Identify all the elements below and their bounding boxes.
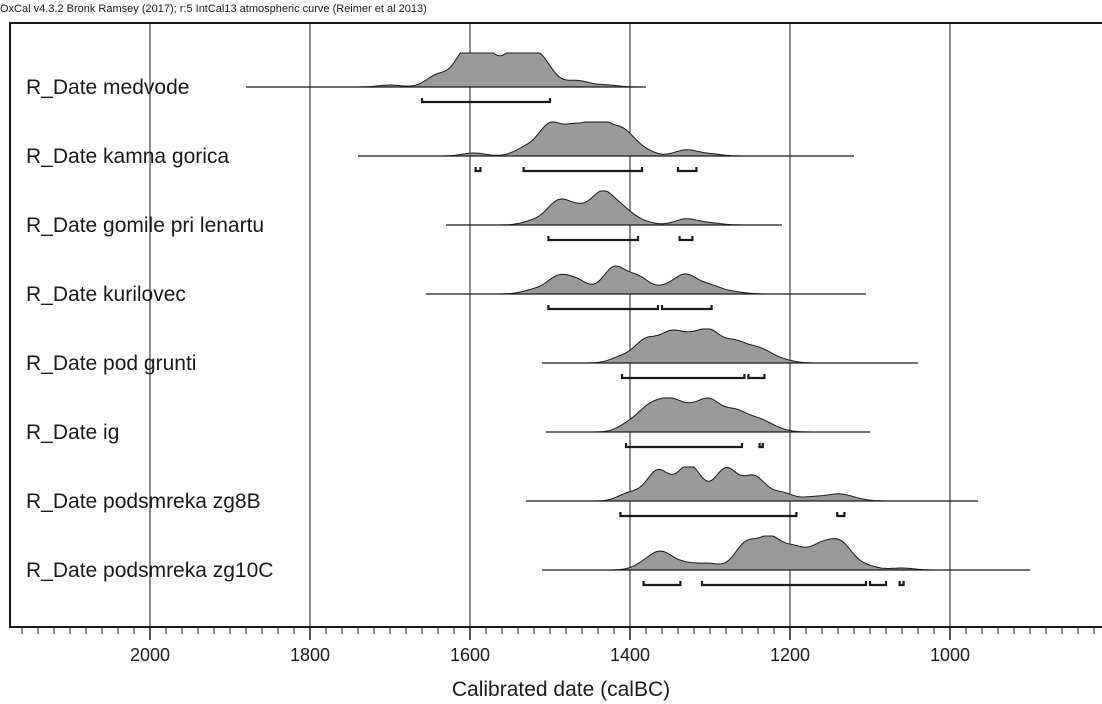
x-tick-label-1600: 1600 — [450, 645, 490, 665]
x-tick-label-1400: 1400 — [610, 645, 650, 665]
range-bracket-4-2 — [660, 305, 713, 311]
x-tick-label-1200: 1200 — [770, 645, 810, 665]
series-label-2: R_Date kamna gorica — [26, 145, 229, 168]
range-bracket-5-1 — [620, 374, 746, 380]
series-label-8: R_Date podsmreka zg10C — [26, 559, 273, 582]
range-bracket-6-1 — [624, 443, 744, 449]
distribution-6 — [546, 397, 870, 433]
range-bracket-7-2 — [836, 512, 846, 518]
range-bracket-3-1 — [547, 236, 640, 242]
distribution-8 — [542, 535, 1030, 571]
series-label-5: R_Date pod grunti — [26, 352, 196, 375]
series-label-1: R_Date medvode — [26, 76, 189, 99]
distribution-1 — [246, 52, 646, 88]
range-bracket-8-4 — [898, 581, 905, 587]
range-bracket-3-2 — [678, 236, 694, 242]
range-bracket-7-1 — [619, 512, 798, 518]
series-label-3: R_Date gomile pri lenartu — [26, 214, 264, 237]
series-labels: R_Date medvode R_Date kamna gorica R_Date … — [26, 76, 273, 582]
series-label-6: R_Date ig — [26, 421, 119, 444]
range-bracket-1-1 — [420, 98, 552, 104]
range-bracket-2-2 — [522, 167, 644, 173]
distribution-5 — [542, 328, 918, 364]
range-bracket-8-1 — [642, 581, 682, 587]
range-bracket-5-2 — [747, 374, 766, 380]
x-tick-label-1800: 1800 — [290, 645, 330, 665]
plot-frame — [9, 22, 1102, 628]
distribution-4 — [426, 265, 866, 295]
range-bracket-6-2 — [758, 443, 764, 449]
grid-lines — [149, 23, 951, 627]
oxcal-header: OxCal v4.3.2 Bronk Ramsey (2017); r:5 In… — [0, 3, 427, 15]
x-axis: 2000 1800 1600 1400 1200 1000 — [21, 627, 1095, 665]
x-tick-label-1000: 1000 — [930, 645, 970, 665]
x-axis-label: Calibrated date (calBC) — [452, 678, 670, 701]
range-bracket-2-3 — [676, 167, 698, 173]
range-bracket-4-1 — [547, 305, 660, 311]
distribution-2 — [358, 121, 854, 157]
range-bracket-8-2 — [700, 581, 868, 587]
x-tick-label-2000: 2000 — [130, 645, 170, 665]
range-bracket-8-3 — [868, 581, 888, 587]
distributions — [246, 52, 1030, 587]
range-bracket-2-1 — [474, 167, 482, 173]
series-label-4: R_Date kurilovec — [26, 283, 186, 306]
distribution-3 — [446, 190, 782, 226]
distribution-7 — [526, 466, 978, 502]
series-label-7: R_Date podsmreka zg8B — [26, 490, 261, 513]
